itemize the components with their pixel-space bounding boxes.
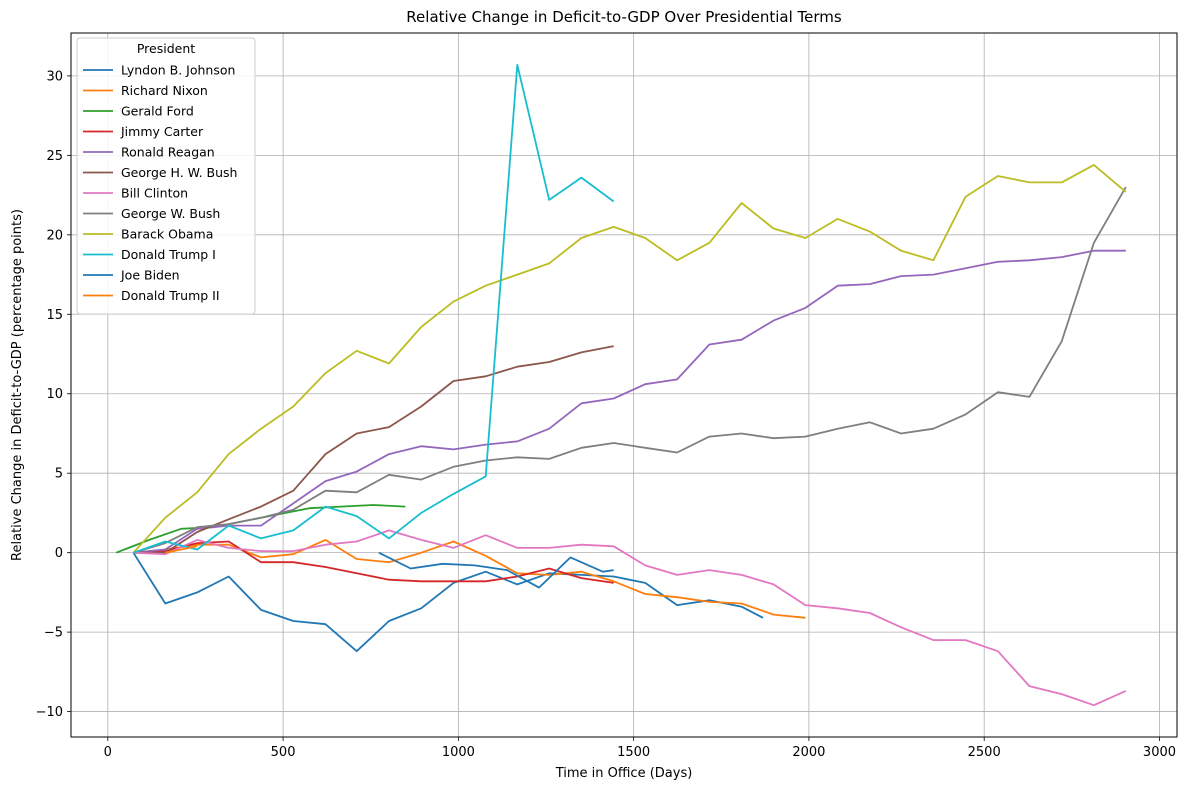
legend-entry: Jimmy Carter xyxy=(120,124,204,139)
series-line-7 xyxy=(133,186,1127,554)
legend-entry: Ronald Reagan xyxy=(121,145,215,160)
legend-entry: Richard Nixon xyxy=(121,83,208,98)
y-tick-label: 30 xyxy=(46,69,63,84)
x-tick-label: 2500 xyxy=(968,745,1001,760)
legend-entry: George H. W. Bush xyxy=(121,165,237,180)
legend-box xyxy=(76,37,256,315)
legend-title: President xyxy=(137,41,195,56)
series-lines xyxy=(115,63,1127,707)
x-tick-label: 3000 xyxy=(1143,745,1176,760)
legend-entry: George W. Bush xyxy=(121,206,220,221)
x-tick-label: 0 xyxy=(104,745,112,760)
y-tick-label: 15 xyxy=(46,308,63,323)
x-tick-label: 1500 xyxy=(617,745,650,760)
series-line-11 xyxy=(165,545,198,554)
legend-entry: Joe Biden xyxy=(120,268,180,283)
series-line-0 xyxy=(132,552,764,653)
legend: President Lyndon B. Johnson Richard Nixon G… xyxy=(76,37,256,315)
legend-entry: Bill Clinton xyxy=(121,186,188,201)
legend-entry: Lyndon B. Johnson xyxy=(121,63,235,78)
series-line-10 xyxy=(378,551,614,589)
chart-title: Relative Change in Deficit-to-GDP Over P… xyxy=(406,8,842,26)
legend-entry: Gerald Ford xyxy=(121,104,194,119)
x-tick-label: 500 xyxy=(271,745,296,760)
y-tick-label: 5 xyxy=(55,467,63,482)
y-tick-label: 20 xyxy=(46,228,63,243)
x-axis-label: Time in Office (Days) xyxy=(555,766,693,781)
y-tick-label: 10 xyxy=(46,387,63,402)
series-line-4 xyxy=(133,249,1126,554)
y-tick-label: 0 xyxy=(55,546,63,561)
legend-entry: Donald Trump I xyxy=(121,247,216,262)
plot-frame xyxy=(70,32,1178,738)
y-tick-label: −10 xyxy=(36,705,63,720)
axis-ticks: 0 500 1000 1500 2000 2500 3000 −10 −5 0 5 10 15 20 25 3… xyxy=(36,69,1176,760)
series-line-8 xyxy=(132,163,1127,554)
series-line-9 xyxy=(133,63,615,554)
y-axis-label: Relative Change in Deficit-to-GDP (perce… xyxy=(10,209,25,561)
x-tick-label: 2000 xyxy=(792,745,825,760)
y-tick-label: −5 xyxy=(44,626,63,641)
series-line-6 xyxy=(133,529,1127,707)
y-tick-label: 25 xyxy=(46,149,63,164)
series-line-3 xyxy=(133,540,614,584)
legend-entry: Barack Obama xyxy=(121,227,213,242)
x-tick-label: 1000 xyxy=(442,745,475,760)
legend-entry: Donald Trump II xyxy=(121,288,220,303)
